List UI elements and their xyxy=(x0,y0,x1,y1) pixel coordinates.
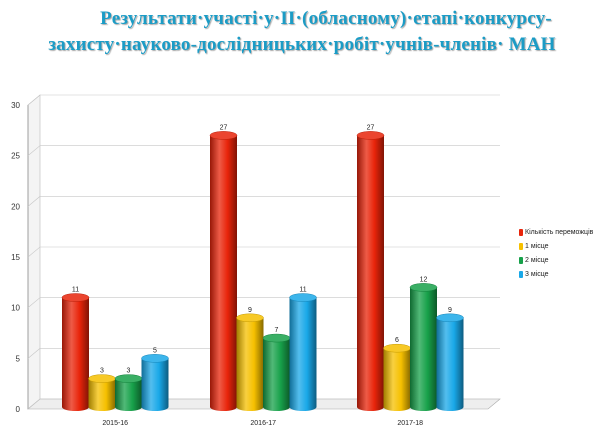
gridline xyxy=(27,196,500,207)
legend-swatch xyxy=(519,256,523,264)
legend-item: Кількість переможців xyxy=(519,228,593,236)
bar xyxy=(289,293,317,411)
data-label: 3 xyxy=(100,368,104,375)
bar xyxy=(61,293,90,411)
gridline xyxy=(27,348,500,359)
data-label: 27 xyxy=(220,124,228,131)
legend-item: 3 місце xyxy=(519,270,593,278)
data-label: 11 xyxy=(299,287,306,294)
bar xyxy=(114,374,143,411)
gridline xyxy=(27,145,500,156)
gridline xyxy=(27,398,500,410)
legend: Кількість переможців 1 місце 2 місце 3 місц… xyxy=(519,228,593,284)
bar xyxy=(383,343,411,411)
y-tick-label: 25 xyxy=(11,152,20,161)
bar xyxy=(262,333,291,411)
title-line-2: захисту·науково-дослідницьких·робіт·учні… xyxy=(48,34,556,55)
gridline xyxy=(27,297,500,308)
gridline xyxy=(27,246,500,258)
legend-label: 1 місце xyxy=(525,242,549,250)
bar xyxy=(436,313,464,411)
legend-label: Кількість переможців xyxy=(525,228,594,236)
legend-item: 2 місце xyxy=(519,256,593,264)
data-label: 12 xyxy=(420,276,428,283)
data-label: 9 xyxy=(248,307,252,314)
y-tick-label: 0 xyxy=(16,405,21,414)
data-label: 3 xyxy=(127,368,131,375)
chart-title: Результати·участі·у·ІІ·(обласному)·етапі… xyxy=(0,6,604,58)
title-line-1: Результати·участі·у·ІІ·(обласному)·етапі… xyxy=(100,8,552,29)
legend-swatch xyxy=(519,228,523,236)
legend-label: 3 місце xyxy=(525,270,549,278)
legend-item: 1 місце xyxy=(519,242,593,250)
y-tick-label: 10 xyxy=(11,304,20,313)
bar xyxy=(141,354,169,411)
legend-swatch xyxy=(519,242,523,250)
gridline xyxy=(27,94,500,106)
bar xyxy=(88,374,116,411)
bar xyxy=(236,313,264,411)
x-tick-label: 2017-18 xyxy=(397,420,423,427)
data-label: 5 xyxy=(153,347,157,354)
bar xyxy=(209,131,238,411)
y-tick-label: 20 xyxy=(11,202,20,211)
y-tick-label: 30 xyxy=(11,101,20,110)
legend-swatch xyxy=(519,270,523,278)
data-label: 11 xyxy=(72,287,79,294)
data-label: 9 xyxy=(448,307,452,314)
y-tick-label: 5 xyxy=(16,354,21,363)
y-tick-label: 15 xyxy=(11,253,20,262)
bar xyxy=(409,283,438,411)
data-label: 6 xyxy=(395,337,399,344)
data-label: 27 xyxy=(367,124,375,131)
x-tick-label: 2015-16 xyxy=(102,420,128,427)
x-tick-label: 2016-17 xyxy=(250,420,276,427)
data-label: 7 xyxy=(275,327,279,334)
bar xyxy=(356,131,385,411)
legend-label: 2 місце xyxy=(525,256,549,264)
